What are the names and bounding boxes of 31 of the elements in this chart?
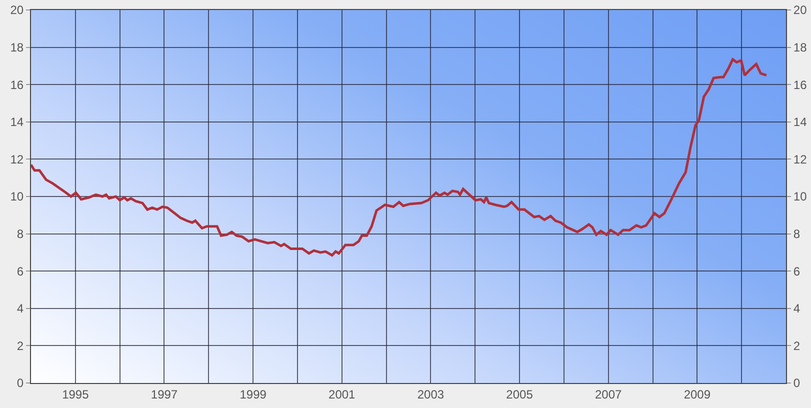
x-tick-label: 1999 — [240, 387, 267, 402]
y-tick-label: 10 — [10, 190, 24, 204]
y-tick-label: 16 — [10, 78, 24, 92]
y2-tick-label: 2 — [793, 338, 800, 353]
y-tick-label: 2 — [16, 338, 24, 353]
x-tick-label: 2005 — [506, 387, 534, 402]
y-tick-label: 6 — [16, 264, 24, 278]
y2-tick-label: 14 — [793, 115, 808, 130]
y-tick-label: 12 — [10, 152, 24, 166]
y2-tick-label: 10 — [793, 190, 808, 204]
y2-tick-label: 20 — [793, 3, 808, 18]
y2-tick-label: 16 — [793, 78, 808, 92]
x-tick-label: 1995 — [62, 387, 90, 402]
y-tick-label: 20 — [10, 3, 24, 18]
y-tick-label: 8 — [16, 227, 24, 241]
x-tick-label: 2009 — [684, 387, 711, 402]
y2-tick-label: 18 — [793, 40, 808, 54]
line-series — [31, 58, 768, 256]
y2-tick-label: 8 — [793, 227, 800, 241]
y-tick-label: 18 — [10, 40, 24, 54]
y2-tick-label: 4 — [793, 302, 800, 316]
y2-tick-label: 0 — [793, 376, 800, 390]
y2-tick-label: 6 — [793, 264, 800, 278]
y-tick-label: 4 — [16, 302, 24, 316]
x-tick-label: 2007 — [595, 387, 622, 402]
x-tick-label: 2003 — [417, 387, 444, 402]
x-tick-label: 1997 — [150, 387, 178, 402]
y-tick-label: 14 — [10, 115, 24, 130]
y2-tick-label: 12 — [793, 152, 808, 166]
y-tick-label: 0 — [16, 376, 24, 390]
x-tick-label: 2001 — [328, 387, 356, 402]
